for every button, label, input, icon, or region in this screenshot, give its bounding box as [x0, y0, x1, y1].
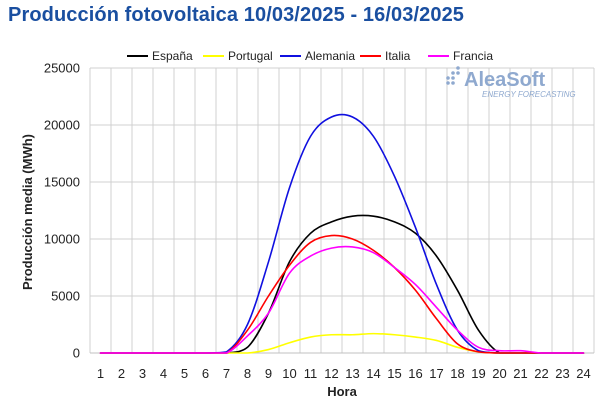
- series: [99, 113, 585, 354]
- legend-item: Francia: [428, 49, 493, 63]
- x-tick-label: 16: [408, 366, 422, 381]
- legend-item: Portugal: [203, 49, 273, 63]
- y-tick-label: 20000: [44, 118, 80, 133]
- y-tick-label: 5000: [51, 289, 80, 304]
- x-tick-label: 13: [345, 366, 359, 381]
- y-tick-label: 0: [73, 346, 80, 361]
- y-tick-label: 15000: [44, 175, 80, 190]
- x-tick-label: 12: [324, 366, 338, 381]
- aleasoft-logo: AleaSoft ENERGY FORECASTING: [446, 66, 576, 99]
- legend-label: Italia: [385, 49, 411, 63]
- x-tick-label: 20: [492, 366, 506, 381]
- x-tick-label: 4: [160, 366, 167, 381]
- chart-title: Producción fotovoltaica 10/03/2025 - 16/…: [8, 4, 465, 26]
- y-tick-label: 10000: [44, 232, 80, 247]
- legend-label: Alemania: [305, 49, 355, 63]
- series-line-4: [99, 245, 585, 354]
- x-tick-label: 1: [97, 366, 104, 381]
- grid: [89, 67, 595, 354]
- x-tick-label: 5: [181, 366, 188, 381]
- logo-brand: AleaSoft: [464, 69, 545, 91]
- legend-label: Francia: [453, 49, 493, 63]
- x-tick-label: 24: [576, 366, 590, 381]
- y-axis-title: Producción media (MWh): [20, 134, 35, 290]
- x-tick-label: 3: [139, 366, 146, 381]
- x-tick-label: 14: [366, 366, 380, 381]
- legend-label: España: [152, 49, 193, 63]
- logo-tagline: ENERGY FORECASTING: [482, 90, 576, 99]
- y-tick-label: 25000: [44, 61, 80, 76]
- x-tick-label: 23: [555, 366, 569, 381]
- x-tick-label: 6: [202, 366, 209, 381]
- x-tick-label: 11: [304, 366, 318, 381]
- x-tick-label: 22: [534, 366, 548, 381]
- legend-item: Alemania: [280, 49, 355, 63]
- x-tick-label: 17: [429, 366, 443, 381]
- x-tick-label: 21: [513, 366, 527, 381]
- x-axis-title: Hora: [327, 384, 357, 399]
- legend-item: Italia: [360, 49, 411, 63]
- x-tick-label: 19: [471, 366, 485, 381]
- x-tick-label: 8: [244, 366, 251, 381]
- legend-label: Portugal: [228, 49, 273, 63]
- x-tick-label: 18: [450, 366, 464, 381]
- x-tick-label: 10: [282, 366, 296, 381]
- logo-dots-icon: [446, 66, 460, 85]
- legend: España Portugal Alemania Italia Francia: [127, 49, 493, 63]
- legend-item: España: [127, 49, 193, 63]
- x-tick-label: 2: [118, 366, 125, 381]
- x-tick-label: 7: [223, 366, 230, 381]
- x-tick-label: 9: [265, 366, 272, 381]
- x-tick-label: 15: [387, 366, 401, 381]
